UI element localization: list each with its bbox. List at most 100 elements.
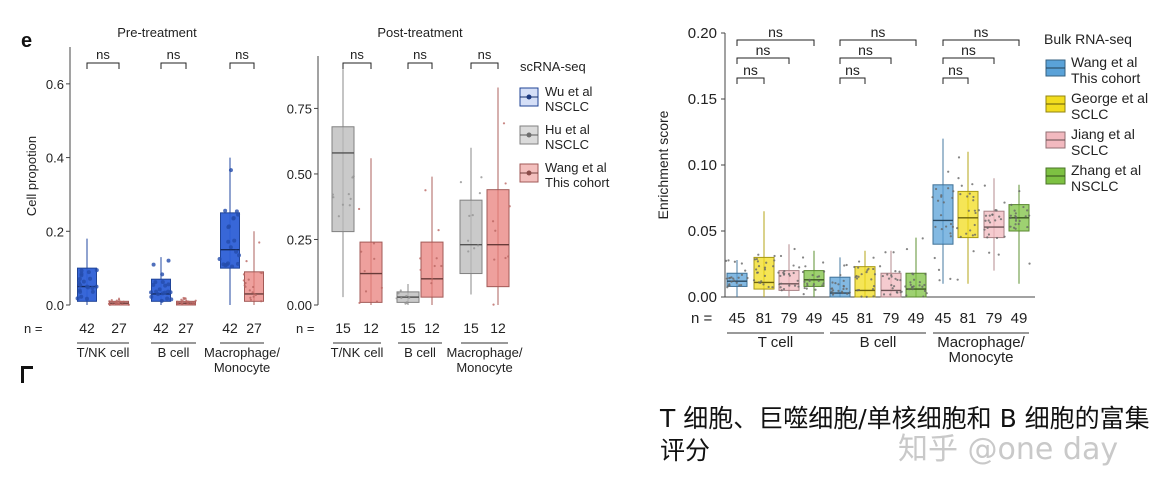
data-point xyxy=(817,279,820,283)
data-point xyxy=(792,264,795,267)
data-point xyxy=(733,260,736,263)
n-count: 49 xyxy=(1011,310,1028,327)
data-point xyxy=(331,193,334,196)
data-point xyxy=(956,278,959,281)
data-point xyxy=(822,261,825,264)
y-axis-label: Enrichment score xyxy=(655,110,671,219)
data-point xyxy=(349,197,352,200)
data-point xyxy=(185,300,188,303)
data-point xyxy=(726,286,729,289)
data-point xyxy=(732,277,735,280)
data-point xyxy=(806,284,809,287)
data-point xyxy=(940,227,943,231)
box-iqr xyxy=(854,266,876,298)
data-point xyxy=(909,281,912,284)
data-point xyxy=(865,295,868,298)
data-point xyxy=(332,196,335,199)
data-point xyxy=(494,229,497,232)
data-point xyxy=(459,181,463,184)
data-point xyxy=(122,300,125,303)
data-point xyxy=(1018,219,1021,223)
data-point xyxy=(468,214,471,217)
sig-bracket xyxy=(942,39,1020,46)
data-point xyxy=(149,290,154,295)
n-count: 79 xyxy=(986,310,1003,327)
data-point xyxy=(223,208,228,213)
data-point xyxy=(951,225,955,228)
data-point xyxy=(744,269,747,272)
y-axis-label: Cell propotion xyxy=(24,136,39,216)
n-count: 12 xyxy=(490,320,506,336)
data-point xyxy=(988,251,991,254)
data-point xyxy=(176,302,179,305)
data-point xyxy=(837,289,840,292)
data-point xyxy=(839,273,842,277)
data-point xyxy=(951,196,954,200)
box-iqr xyxy=(459,199,483,275)
data-point xyxy=(1028,214,1031,217)
data-point xyxy=(808,279,811,283)
data-point xyxy=(804,265,807,268)
sig-label: ns xyxy=(350,47,364,62)
data-point xyxy=(873,273,877,276)
data-point xyxy=(856,289,859,292)
n-count: 42 xyxy=(222,320,238,336)
data-point xyxy=(473,247,476,250)
data-point xyxy=(1009,214,1012,217)
n-count: 81 xyxy=(960,310,977,327)
data-point xyxy=(779,254,783,258)
data-point xyxy=(959,235,962,238)
data-point xyxy=(181,299,184,302)
data-point xyxy=(872,295,875,298)
sig-bracket xyxy=(942,77,969,84)
n-count: 42 xyxy=(153,320,169,336)
watermark: 知乎 @one day xyxy=(898,432,1119,467)
data-point xyxy=(243,282,246,285)
data-point xyxy=(882,293,886,296)
data-point xyxy=(236,212,241,217)
data-point xyxy=(108,300,111,303)
data-point xyxy=(480,176,483,179)
n-count: 79 xyxy=(883,310,900,327)
data-point xyxy=(166,258,171,263)
data-point xyxy=(921,237,924,240)
data-point xyxy=(814,288,817,291)
n-count: 81 xyxy=(756,310,773,327)
data-point xyxy=(957,156,961,159)
data-point xyxy=(812,282,816,286)
box-iqr xyxy=(420,241,444,298)
group-label: T/NK cell xyxy=(77,345,130,360)
figure-caption: T 细胞、巨噬细胞/单核细胞和 B 细胞的富集评分 xyxy=(660,404,1150,465)
data-point xyxy=(191,302,194,305)
data-point xyxy=(891,287,894,290)
n-count: 27 xyxy=(178,320,194,336)
data-point xyxy=(934,225,937,228)
data-point xyxy=(357,207,361,211)
data-point xyxy=(780,282,783,285)
data-point xyxy=(251,291,254,294)
sig-bracket xyxy=(736,57,790,64)
data-point xyxy=(159,298,164,303)
data-point xyxy=(977,209,980,212)
data-point xyxy=(1024,215,1027,218)
data-point xyxy=(733,279,736,282)
data-point xyxy=(94,268,99,273)
y-tick-label: 0.00 xyxy=(287,298,312,313)
data-point xyxy=(193,302,196,305)
y-tick-label: 0.10 xyxy=(688,157,717,174)
data-point xyxy=(842,285,845,288)
data-point xyxy=(79,268,84,273)
data-point xyxy=(86,270,91,275)
data-point xyxy=(972,195,975,199)
data-point xyxy=(857,275,860,278)
data-point xyxy=(889,293,892,296)
data-point xyxy=(400,296,403,300)
data-point xyxy=(75,296,80,301)
n-count: 12 xyxy=(424,320,440,336)
data-point xyxy=(117,298,121,301)
data-point xyxy=(1012,226,1016,229)
n-label: n = xyxy=(24,321,42,336)
data-point xyxy=(933,256,936,260)
data-point xyxy=(830,287,833,290)
data-point xyxy=(805,287,808,290)
